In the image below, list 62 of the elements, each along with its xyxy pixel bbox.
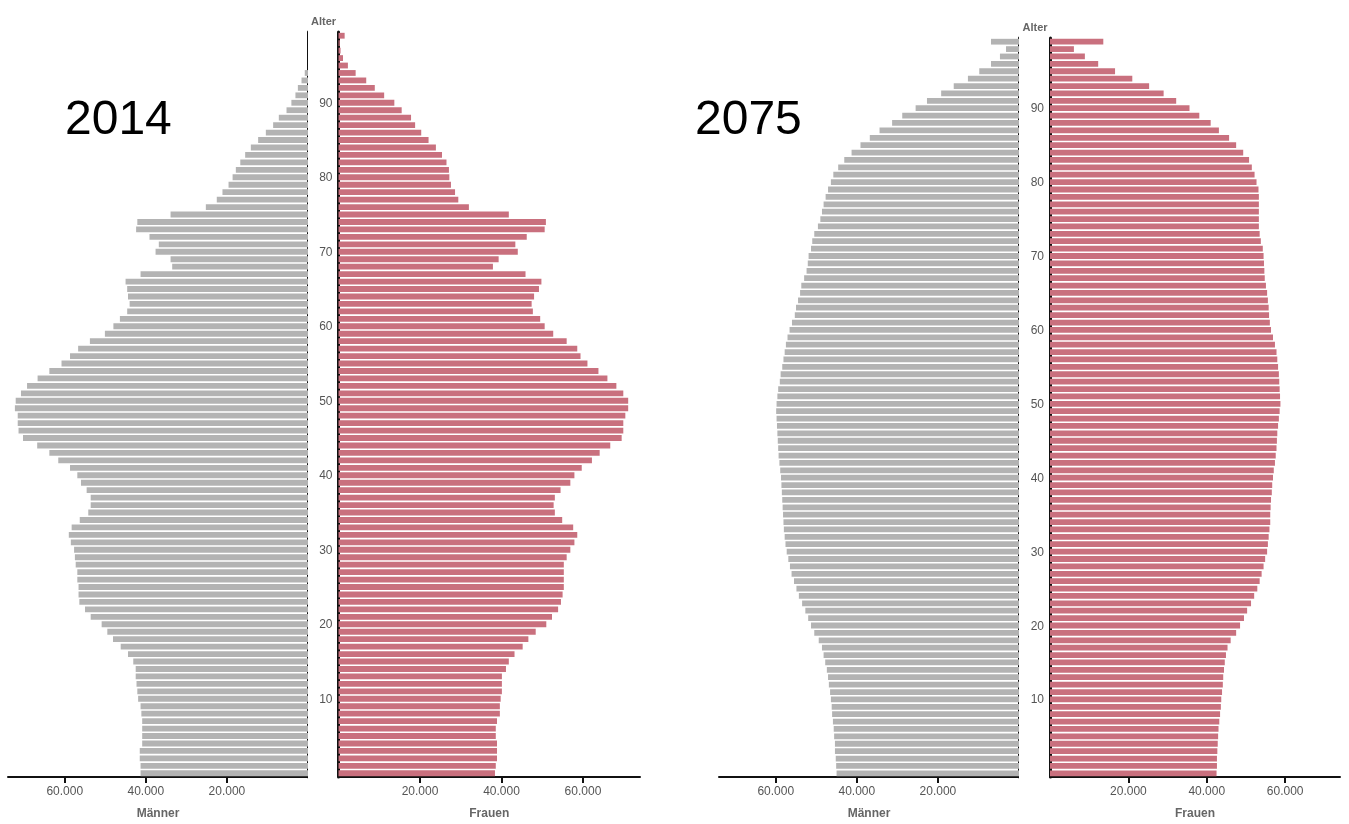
x-tick-label: 40.000 — [127, 784, 165, 798]
x-tick-label: 20.000 — [919, 784, 957, 798]
y-tick-label: 80 — [319, 170, 333, 185]
bar — [788, 556, 1019, 562]
y-tick-label: 90 — [319, 95, 333, 110]
bar — [338, 286, 539, 292]
bar — [338, 70, 356, 76]
bar — [137, 219, 308, 225]
y-tick-label: 70 — [319, 244, 333, 259]
bar — [23, 435, 308, 441]
bar — [79, 517, 308, 523]
x-tick-label: 60.000 — [564, 784, 602, 798]
y-tick-label: 60 — [319, 319, 333, 334]
text: 2014 — [65, 90, 172, 144]
bar — [127, 286, 308, 292]
x-axis-title: Männer — [136, 806, 180, 820]
y-tick-label: 30 — [319, 542, 333, 557]
y-axis-title: Alter — [1022, 20, 1049, 33]
bar — [338, 368, 599, 374]
bar — [338, 219, 546, 225]
x-tick-label: 20.000 — [1110, 784, 1148, 798]
x-tick-label: 40.000 — [1188, 784, 1226, 798]
y-tick-label: 90 — [1030, 101, 1045, 116]
x-axis-title: Frauen — [1174, 806, 1216, 820]
y-tick-label: 50 — [319, 393, 333, 408]
x-tick-label: 40.000 — [838, 784, 876, 798]
bar — [135, 666, 308, 672]
y-tick-label: 20 — [319, 617, 333, 632]
y-axis-title: Alter — [311, 14, 337, 27]
bar — [304, 70, 308, 76]
x-tick-label: 20.000 — [208, 784, 246, 798]
y-tick-label: 50 — [1030, 396, 1045, 411]
y-tick-label: 80 — [1030, 175, 1045, 190]
y-tick-label: 70 — [1030, 249, 1045, 264]
y-tick-label: 40 — [319, 468, 333, 483]
x-axis-title: Männer — [847, 806, 891, 820]
y-tick-label: 60 — [1030, 322, 1045, 337]
bar — [78, 584, 308, 590]
y-tick-label: 40 — [1030, 470, 1045, 485]
bar — [338, 517, 563, 523]
x-tick-label: 40.000 — [483, 784, 521, 798]
bar — [142, 733, 308, 739]
x-tick-label: 60.000 — [46, 784, 84, 798]
bar — [338, 435, 622, 441]
x-tick-label: 60.000 — [1266, 784, 1304, 798]
text: 2075 — [695, 90, 802, 144]
bar — [338, 137, 429, 143]
y-tick-label: 10 — [1030, 692, 1045, 707]
x-axis-title: Frauen — [469, 806, 510, 820]
bar — [338, 584, 564, 590]
x-tick-label: 60.000 — [757, 784, 795, 798]
bar — [808, 253, 1019, 259]
x-tick-label: 20.000 — [401, 784, 439, 798]
y-tick-label: 30 — [1030, 544, 1045, 559]
bar — [1050, 556, 1266, 562]
bar — [49, 368, 308, 374]
y-tick-label: 20 — [1030, 618, 1045, 633]
bar — [1050, 253, 1264, 259]
bar — [338, 733, 496, 739]
bar — [258, 137, 308, 143]
y-tick-label: 10 — [319, 691, 333, 706]
bar — [338, 666, 506, 672]
